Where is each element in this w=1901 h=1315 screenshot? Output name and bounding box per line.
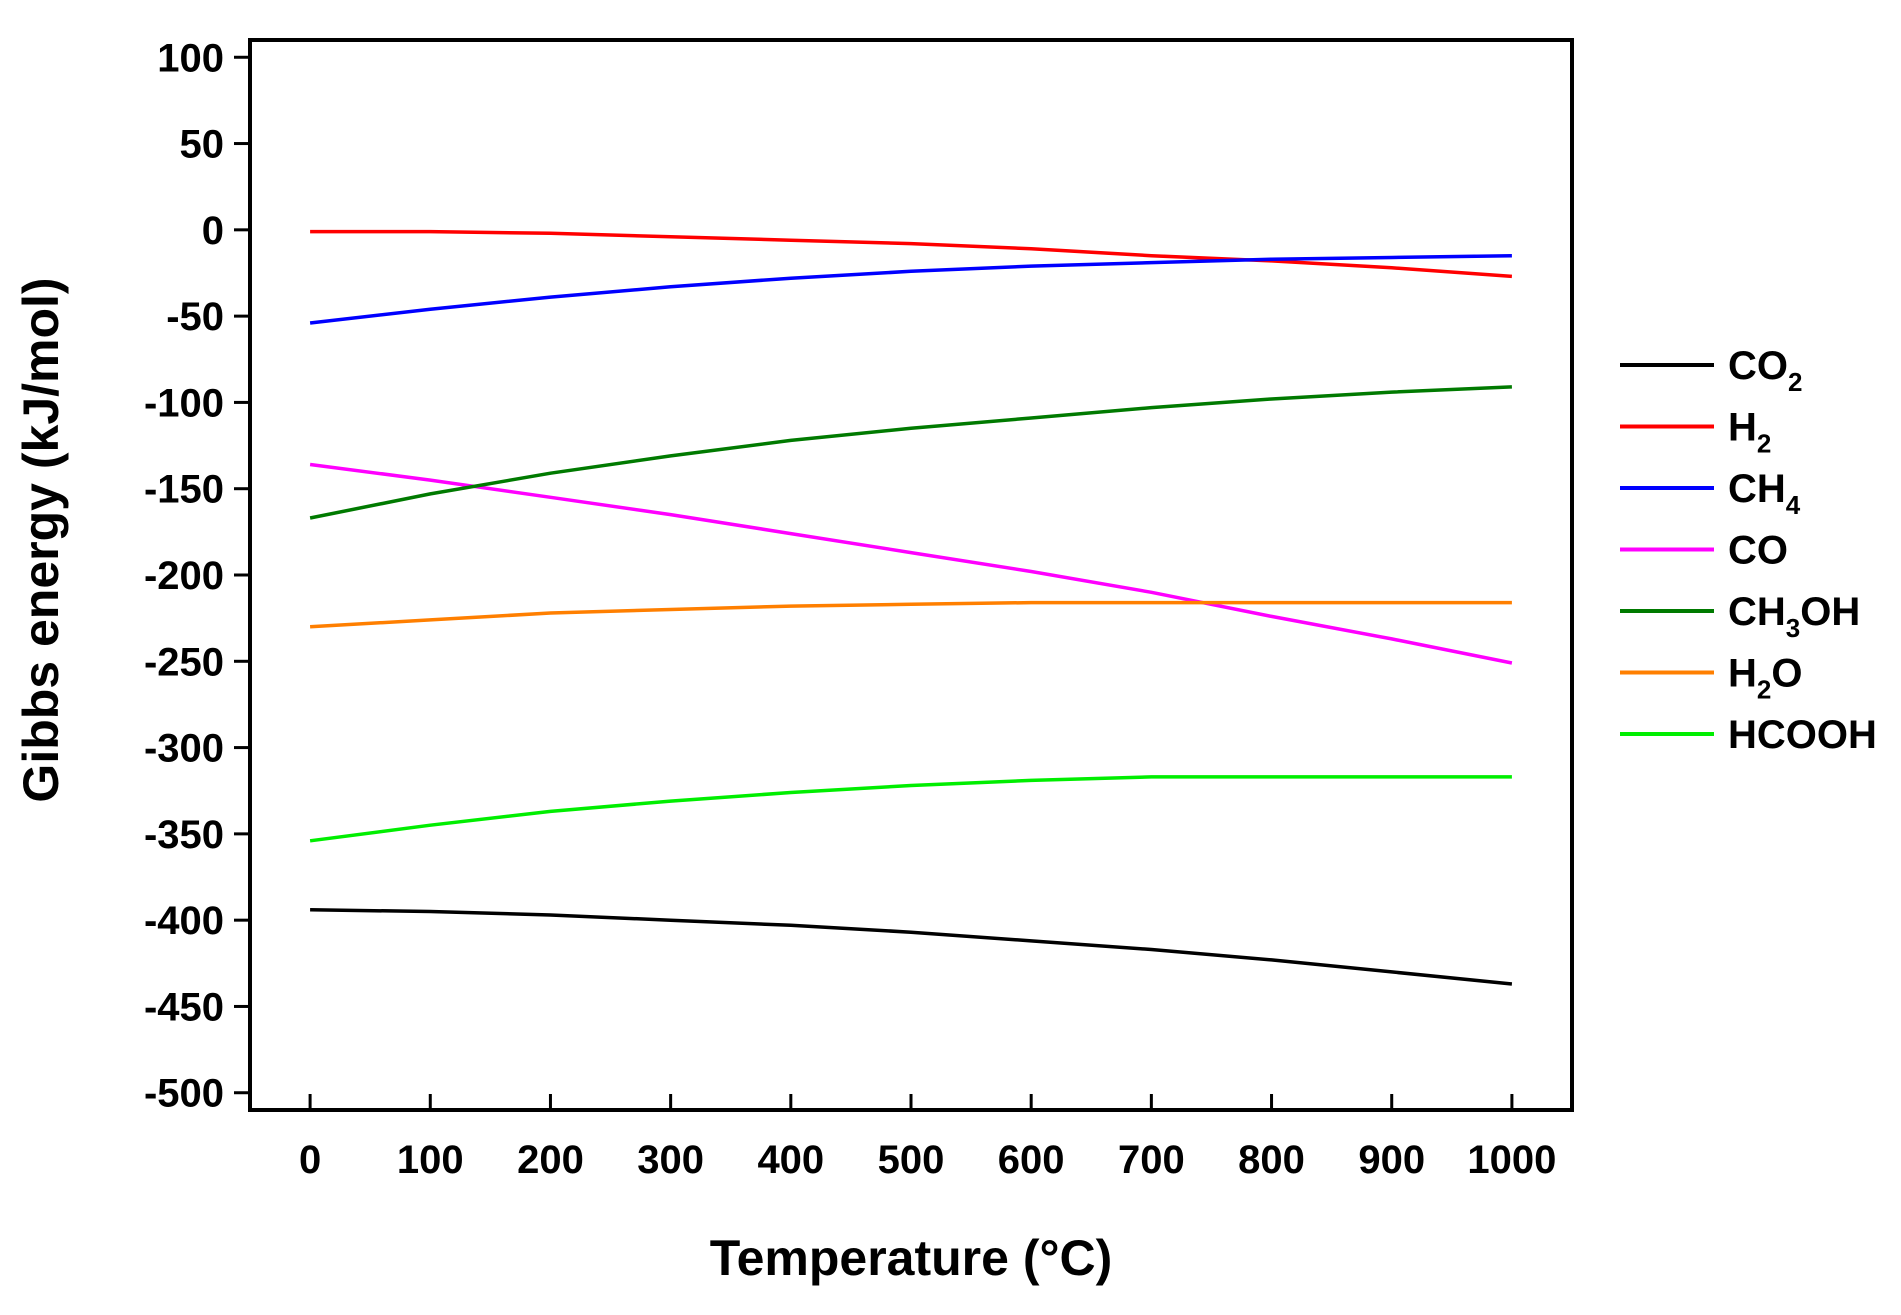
y-tick-label: -150 [144, 468, 224, 512]
series-lines [309, 229, 1513, 986]
legend-label-tail: OH [1800, 590, 1860, 634]
y-tick-label: -350 [144, 813, 224, 857]
x-tick-label: 400 [757, 1138, 824, 1182]
legend-label-main: H [1728, 652, 1757, 696]
x-tick-label: 100 [397, 1138, 464, 1182]
y-tick-label: 50 [180, 123, 225, 167]
legend-label-main: CH [1728, 467, 1786, 511]
x-tick-label: 300 [637, 1138, 704, 1182]
x-tick-label: 900 [1358, 1138, 1425, 1182]
y-axis-title: Gibbs energy (kJ/mol) [13, 277, 69, 802]
series-line-hcooh [309, 775, 1512, 843]
axis-ticks: 0 100 200 300 400 500 600 700 800 900 1000100500-5… [144, 36, 1556, 1182]
legend-label-main: CO [1728, 344, 1788, 388]
x-tick-label: 1000 [1467, 1138, 1556, 1182]
legend-label-tail: O [1771, 652, 1802, 696]
legend-label-ch3oh: CH3OH [1728, 590, 1860, 643]
series-line-co [309, 462, 1513, 665]
x-tick-label: 800 [1238, 1138, 1305, 1182]
y-tick-label: -400 [144, 899, 224, 943]
legend-label-subscript: 3 [1786, 613, 1800, 643]
series-line-h2o [309, 600, 1512, 629]
legend-label-h2: H2 [1728, 406, 1771, 459]
series-line-ch4 [309, 253, 1512, 325]
legend-label-main: CO [1728, 529, 1788, 573]
legend-label-main: H [1728, 406, 1757, 450]
y-tick-label: -50 [166, 295, 224, 339]
legend-label-subscript: 2 [1788, 367, 1802, 397]
legend-label-co: CO [1728, 529, 1788, 573]
legend-label-h2o: H2O [1728, 652, 1802, 705]
y-tick-label: 100 [157, 36, 224, 80]
legend-label-hcooh: HCOOH [1728, 713, 1877, 757]
series-line-co2 [310, 908, 1513, 986]
legend-label-subscript: 2 [1757, 675, 1771, 705]
legend-label-ch4: CH4 [1728, 467, 1801, 520]
series-line-ch3oh [309, 385, 1512, 520]
legend-label-main: CH [1728, 590, 1786, 634]
y-tick-label: -100 [144, 381, 224, 425]
x-tick-label: 0 [299, 1138, 321, 1182]
x-tick-label: 700 [1118, 1138, 1185, 1182]
y-tick-label: -450 [144, 985, 224, 1029]
legend-label-subscript: 2 [1757, 429, 1771, 459]
y-tick-label: -250 [144, 640, 224, 684]
plot-frame [248, 38, 1574, 1112]
legend-label-co2: CO2 [1728, 344, 1802, 397]
x-tick-label: 200 [517, 1138, 584, 1182]
series-line-h2 [310, 229, 1513, 279]
y-tick-label: -300 [144, 727, 224, 771]
x-tick-label: 600 [998, 1138, 1065, 1182]
y-tick-label: -200 [144, 554, 224, 598]
legend-label-subscript: 4 [1786, 490, 1801, 520]
x-axis-title: Temperature (°C) [710, 1230, 1112, 1286]
x-tick-label: 500 [878, 1138, 945, 1182]
legend-label-main: HCOOH [1728, 713, 1877, 757]
y-tick-label: -500 [144, 1072, 224, 1116]
y-tick-label: 0 [202, 209, 224, 253]
